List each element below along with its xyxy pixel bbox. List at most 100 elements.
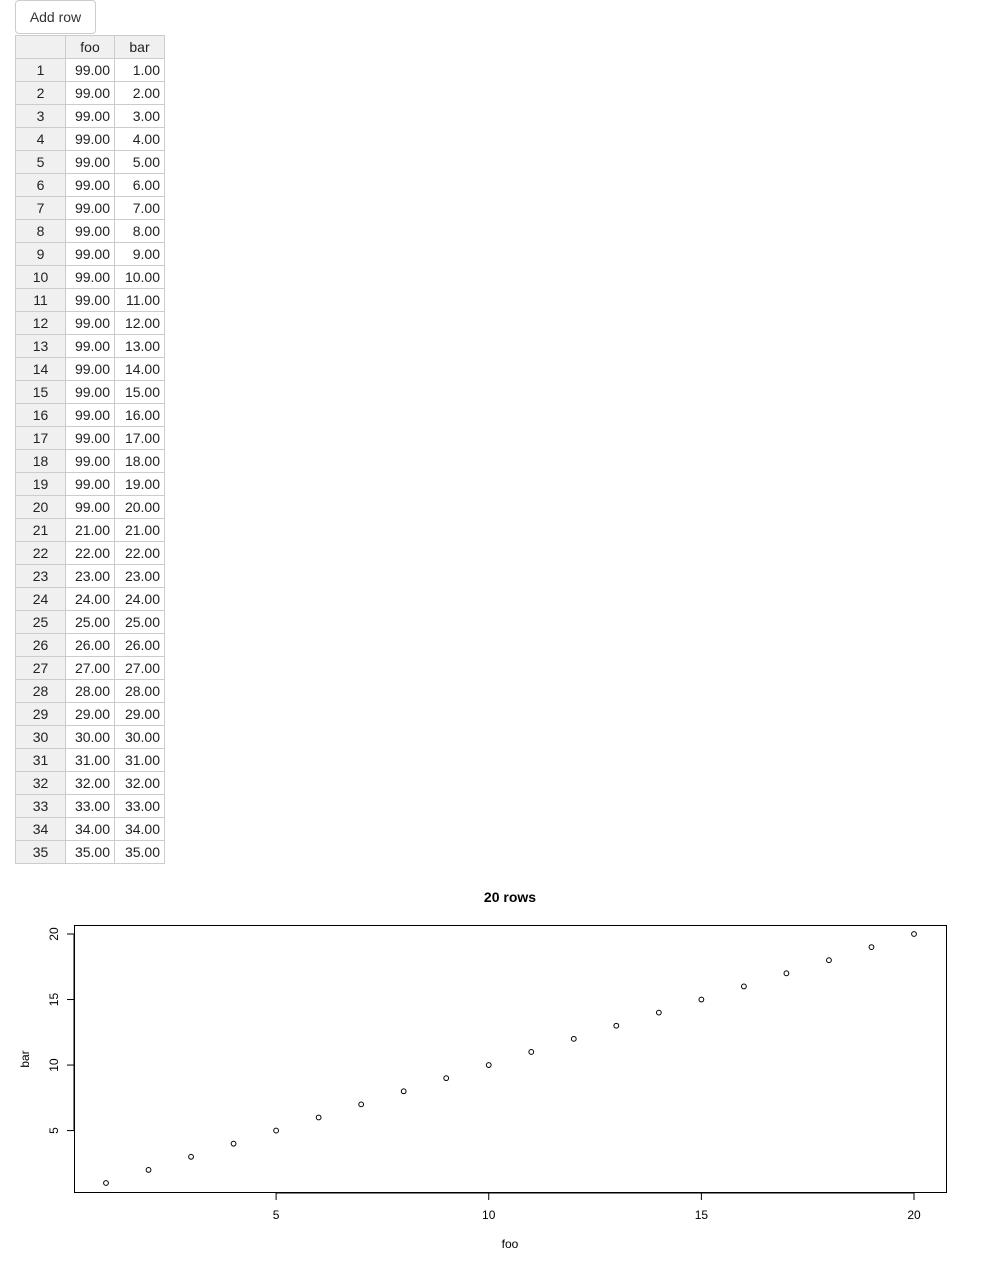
cell-foo[interactable]: 99.00 <box>65 173 115 197</box>
cell-bar[interactable]: 15.00 <box>114 380 165 404</box>
cell-foo[interactable]: 35.00 <box>65 840 115 864</box>
cell-foo[interactable]: 25.00 <box>65 610 115 634</box>
cell-foo[interactable]: 99.00 <box>65 150 115 174</box>
row-header-cell[interactable]: 13 <box>15 334 66 358</box>
row-header-cell[interactable]: 18 <box>15 449 66 473</box>
row-header-cell[interactable]: 22 <box>15 541 66 565</box>
row-header-cell[interactable]: 6 <box>15 173 66 197</box>
cell-foo[interactable]: 26.00 <box>65 633 115 657</box>
column-header-foo[interactable]: foo <box>65 35 115 59</box>
row-header-cell[interactable]: 31 <box>15 748 66 772</box>
row-header-cell[interactable]: 30 <box>15 725 66 749</box>
cell-foo[interactable]: 99.00 <box>65 449 115 473</box>
cell-foo[interactable]: 28.00 <box>65 679 115 703</box>
cell-bar[interactable]: 17.00 <box>114 426 165 450</box>
cell-foo[interactable]: 29.00 <box>65 702 115 726</box>
cell-foo[interactable]: 31.00 <box>65 748 115 772</box>
cell-bar[interactable]: 34.00 <box>114 817 165 841</box>
cell-foo[interactable]: 23.00 <box>65 564 115 588</box>
cell-foo[interactable]: 21.00 <box>65 518 115 542</box>
cell-bar[interactable]: 35.00 <box>114 840 165 864</box>
cell-foo[interactable]: 34.00 <box>65 817 115 841</box>
cell-foo[interactable]: 99.00 <box>65 426 115 450</box>
cell-bar[interactable]: 11.00 <box>114 288 165 312</box>
row-header-cell[interactable]: 20 <box>15 495 66 519</box>
row-header-cell[interactable]: 2 <box>15 81 66 105</box>
row-header-cell[interactable]: 17 <box>15 426 66 450</box>
cell-foo[interactable]: 99.00 <box>65 127 115 151</box>
cell-foo[interactable]: 99.00 <box>65 311 115 335</box>
row-header-cell[interactable]: 21 <box>15 518 66 542</box>
row-header-cell[interactable]: 12 <box>15 311 66 335</box>
row-header-cell[interactable]: 15 <box>15 380 66 404</box>
cell-bar[interactable]: 2.00 <box>114 81 165 105</box>
cell-bar[interactable]: 18.00 <box>114 449 165 473</box>
row-header-cell[interactable]: 32 <box>15 771 66 795</box>
cell-bar[interactable]: 23.00 <box>114 564 165 588</box>
cell-bar[interactable]: 13.00 <box>114 334 165 358</box>
row-header-cell[interactable]: 26 <box>15 633 66 657</box>
cell-bar[interactable]: 19.00 <box>114 472 165 496</box>
cell-bar[interactable]: 27.00 <box>114 656 165 680</box>
cell-bar[interactable]: 12.00 <box>114 311 165 335</box>
row-header-cell[interactable]: 33 <box>15 794 66 818</box>
cell-foo[interactable]: 99.00 <box>65 58 115 82</box>
cell-bar[interactable]: 14.00 <box>114 357 165 381</box>
cell-foo[interactable]: 32.00 <box>65 771 115 795</box>
cell-foo[interactable]: 30.00 <box>65 725 115 749</box>
cell-bar[interactable]: 29.00 <box>114 702 165 726</box>
row-header-cell[interactable]: 11 <box>15 288 66 312</box>
cell-bar[interactable]: 4.00 <box>114 127 165 151</box>
row-header-cell[interactable]: 25 <box>15 610 66 634</box>
row-header-cell[interactable]: 27 <box>15 656 66 680</box>
corner-header-cell[interactable] <box>15 35 66 59</box>
row-header-cell[interactable]: 23 <box>15 564 66 588</box>
cell-foo[interactable]: 99.00 <box>65 219 115 243</box>
cell-foo[interactable]: 99.00 <box>65 403 115 427</box>
row-header-cell[interactable]: 8 <box>15 219 66 243</box>
row-header-cell[interactable]: 16 <box>15 403 66 427</box>
cell-foo[interactable]: 99.00 <box>65 472 115 496</box>
row-header-cell[interactable]: 29 <box>15 702 66 726</box>
cell-foo[interactable]: 99.00 <box>65 81 115 105</box>
row-header-cell[interactable]: 28 <box>15 679 66 703</box>
row-header-cell[interactable]: 34 <box>15 817 66 841</box>
cell-bar[interactable]: 10.00 <box>114 265 165 289</box>
cell-foo[interactable]: 99.00 <box>65 334 115 358</box>
row-header-cell[interactable]: 19 <box>15 472 66 496</box>
row-header-cell[interactable]: 3 <box>15 104 66 128</box>
cell-foo[interactable]: 33.00 <box>65 794 115 818</box>
cell-bar[interactable]: 21.00 <box>114 518 165 542</box>
cell-foo[interactable]: 99.00 <box>65 380 115 404</box>
cell-foo[interactable]: 99.00 <box>65 357 115 381</box>
cell-foo[interactable]: 24.00 <box>65 587 115 611</box>
cell-bar[interactable]: 31.00 <box>114 748 165 772</box>
cell-foo[interactable]: 27.00 <box>65 656 115 680</box>
cell-bar[interactable]: 8.00 <box>114 219 165 243</box>
cell-bar[interactable]: 7.00 <box>114 196 165 220</box>
cell-foo[interactable]: 99.00 <box>65 104 115 128</box>
cell-bar[interactable]: 33.00 <box>114 794 165 818</box>
cell-bar[interactable]: 24.00 <box>114 587 165 611</box>
cell-bar[interactable]: 16.00 <box>114 403 165 427</box>
cell-bar[interactable]: 22.00 <box>114 541 165 565</box>
cell-bar[interactable]: 26.00 <box>114 633 165 657</box>
cell-bar[interactable]: 32.00 <box>114 771 165 795</box>
row-header-cell[interactable]: 14 <box>15 357 66 381</box>
cell-foo[interactable]: 99.00 <box>65 196 115 220</box>
cell-foo[interactable]: 99.00 <box>65 265 115 289</box>
cell-foo[interactable]: 99.00 <box>65 495 115 519</box>
cell-bar[interactable]: 20.00 <box>114 495 165 519</box>
cell-bar[interactable]: 9.00 <box>114 242 165 266</box>
cell-bar[interactable]: 28.00 <box>114 679 165 703</box>
cell-foo[interactable]: 99.00 <box>65 242 115 266</box>
row-header-cell[interactable]: 10 <box>15 265 66 289</box>
cell-bar[interactable]: 25.00 <box>114 610 165 634</box>
row-header-cell[interactable]: 7 <box>15 196 66 220</box>
cell-bar[interactable]: 30.00 <box>114 725 165 749</box>
cell-bar[interactable]: 3.00 <box>114 104 165 128</box>
column-header-bar[interactable]: bar <box>114 35 165 59</box>
row-header-cell[interactable]: 24 <box>15 587 66 611</box>
cell-bar[interactable]: 1.00 <box>114 58 165 82</box>
row-header-cell[interactable]: 35 <box>15 840 66 864</box>
